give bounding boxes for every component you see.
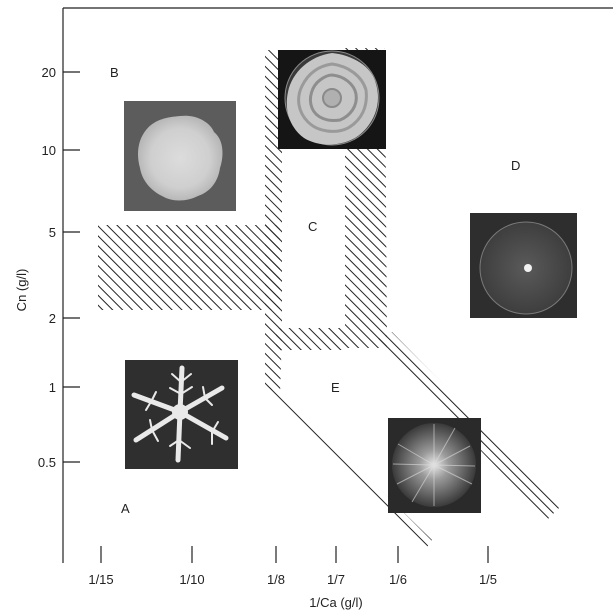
x-tick-label: 1/6 xyxy=(389,572,407,587)
x-tick-label: 1/15 xyxy=(88,572,113,587)
photo-e-dense-branching xyxy=(388,418,481,513)
y-tick-label: 20 xyxy=(42,65,56,80)
region-label-a: A xyxy=(121,501,130,516)
x-tick-label: 1/8 xyxy=(267,572,285,587)
y-tick-label: 2 xyxy=(49,311,56,326)
x-tick-label: 1/10 xyxy=(179,572,204,587)
y-tick-label: 0.5 xyxy=(38,455,56,470)
photo-a-dendritic-branching xyxy=(125,360,238,469)
y-axis-label: Cn (g/l) xyxy=(14,269,29,312)
region-label-b: B xyxy=(110,65,119,80)
boundary-c-e xyxy=(276,328,345,350)
boundary-a-b xyxy=(98,225,280,310)
region-label-c: C xyxy=(308,219,317,234)
photo-b-concentric-disk xyxy=(124,101,236,211)
y-tick-label: 5 xyxy=(49,225,56,240)
y-axis: 20 10 5 2 1 0.5 Cn (g/l) xyxy=(14,65,80,470)
x-tick-label: 1/7 xyxy=(327,572,345,587)
region-label-d: D xyxy=(511,158,520,173)
x-axis: 1/15 1/10 1/8 1/7 1/6 1/5 1/Ca (g/l) xyxy=(88,546,497,610)
x-tick-label: 1/5 xyxy=(479,572,497,587)
boundary-b-c xyxy=(265,50,282,395)
photo-c-ring-pattern xyxy=(278,50,386,149)
region-labels: A B C D E xyxy=(110,65,520,516)
y-tick-label: 10 xyxy=(42,143,56,158)
region-label-e: E xyxy=(331,380,340,395)
y-tick-label: 1 xyxy=(49,380,56,395)
photo-d-homogeneous-disk xyxy=(470,213,577,318)
x-axis-label: 1/Ca (g/l) xyxy=(309,595,362,610)
